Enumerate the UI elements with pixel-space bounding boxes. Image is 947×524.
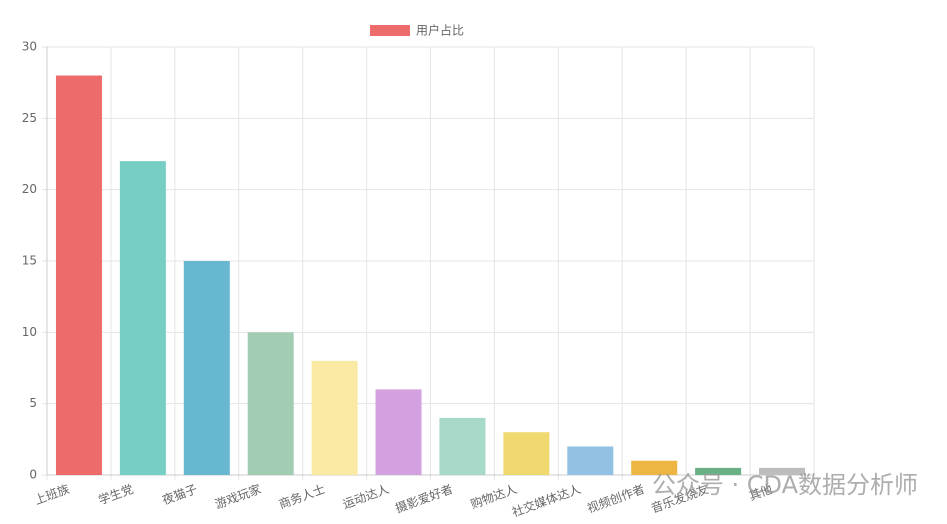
bar	[759, 467, 806, 475]
x-tick-label: 摄影爱好者	[393, 481, 455, 516]
y-tick-label: 30	[22, 40, 37, 54]
bar	[247, 332, 294, 475]
legend-label: 用户占比	[416, 23, 464, 38]
y-tick-label: 20	[22, 182, 37, 196]
bar	[503, 432, 550, 475]
x-tick-label: 游戏玩家	[213, 481, 263, 512]
x-tick-label: 运动达人	[341, 482, 391, 512]
bar	[375, 389, 422, 475]
bar	[183, 261, 230, 475]
bar	[631, 460, 678, 475]
bar	[567, 446, 614, 475]
legend-swatch	[370, 25, 410, 36]
watermark: 公众号 · CDA数据分析师	[652, 471, 918, 499]
x-tick-label: 学生党	[96, 481, 135, 507]
x-tick-label: 视频创作者	[585, 481, 647, 516]
y-tick-label: 10	[22, 325, 37, 339]
x-tick-label: 商务人士	[277, 481, 327, 512]
y-tick-label: 0	[29, 468, 37, 482]
bar	[439, 417, 486, 475]
bar	[695, 467, 742, 475]
bar	[119, 161, 166, 475]
y-tick-label: 15	[22, 254, 37, 268]
x-tick-label: 夜猫子	[160, 481, 199, 507]
x-tick-label: 上班族	[33, 482, 72, 507]
x-tick-label: 社交媒体达人	[510, 481, 583, 520]
y-tick-label: 5	[29, 396, 37, 410]
bar	[311, 360, 358, 475]
y-tick-label: 25	[22, 111, 37, 125]
bar	[55, 75, 102, 476]
